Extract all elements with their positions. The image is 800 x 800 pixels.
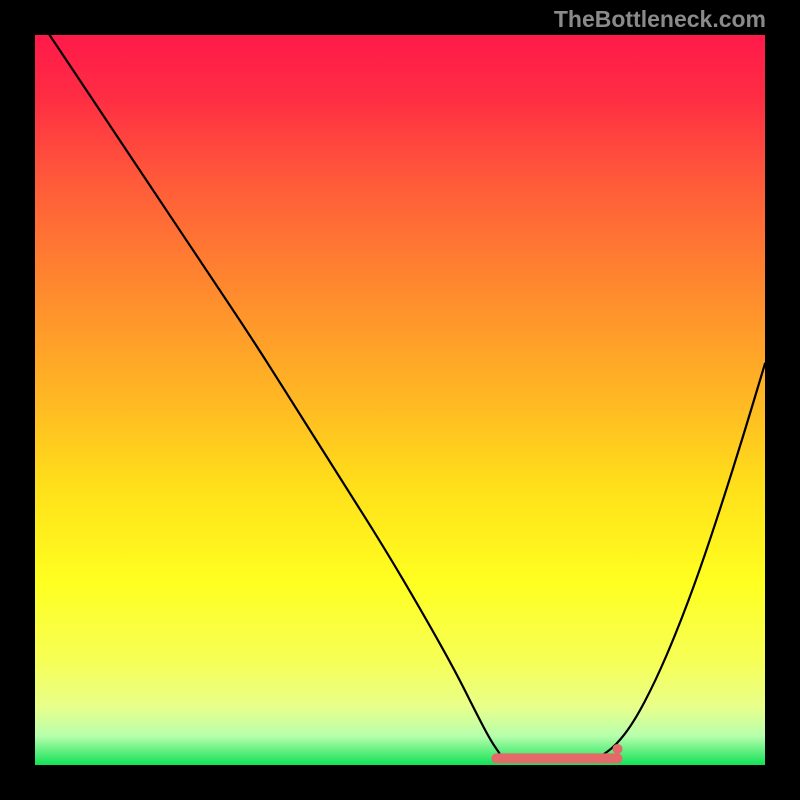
chart-frame: TheBottleneck.com (0, 0, 800, 800)
plot-area (35, 35, 765, 765)
watermark-text: TheBottleneck.com (554, 6, 766, 33)
